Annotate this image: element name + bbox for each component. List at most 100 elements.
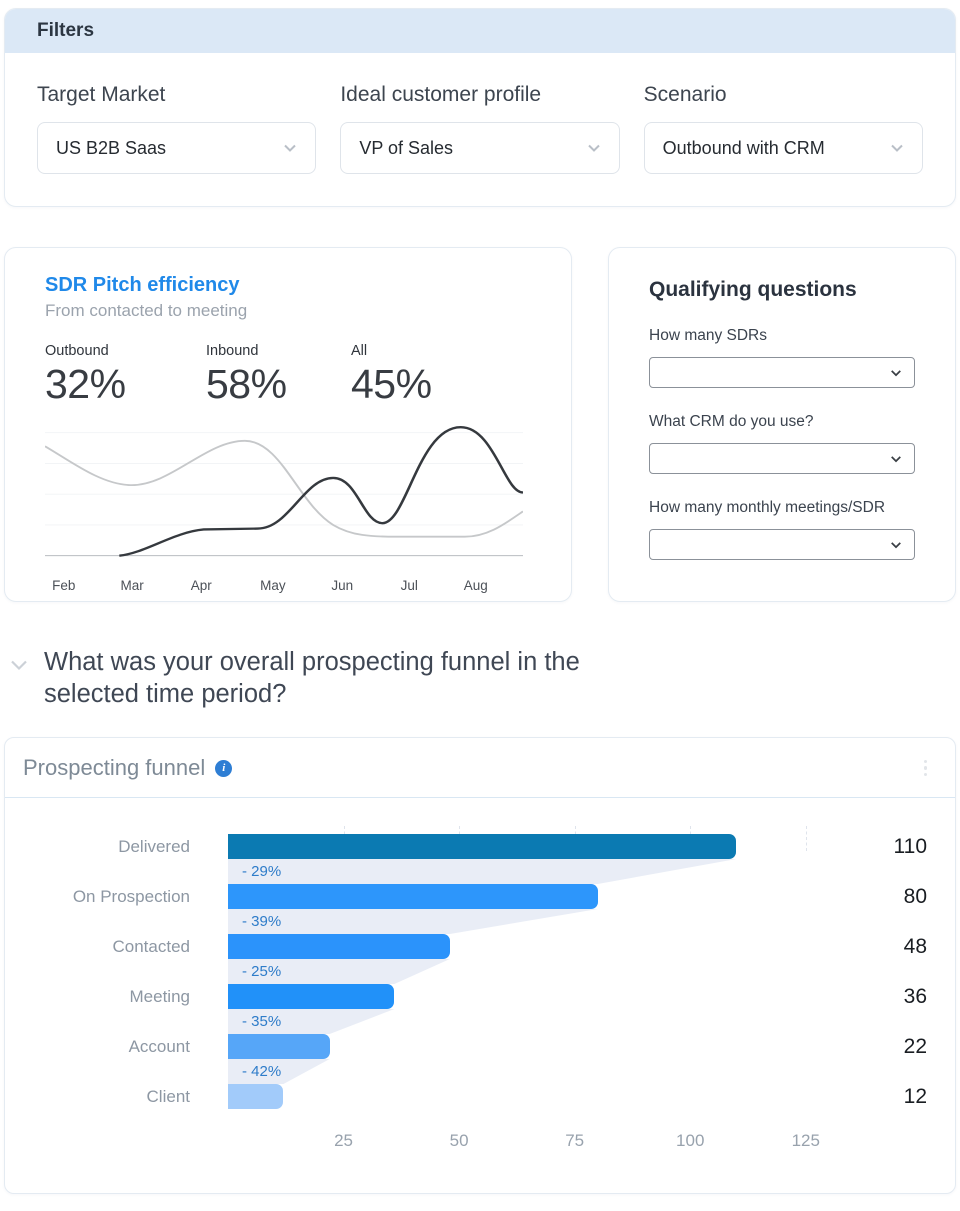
series-dark-line — [119, 426, 523, 557]
filters-panel: Filters Target Market US B2B Saas Ideal … — [4, 8, 956, 207]
funnel-connector — [228, 909, 598, 934]
funnel-category-label: Contacted — [112, 937, 191, 956]
funnel-value: 12 — [903, 1085, 927, 1108]
stat-all: All 45% — [351, 343, 432, 407]
funnel-value: 110 — [893, 835, 927, 858]
scenario-select[interactable]: Outbound with CRM — [643, 122, 923, 174]
x-tick-label: 25 — [334, 1131, 354, 1150]
filter-ideal-customer-profile: Ideal customer profile VP of Sales — [340, 83, 620, 174]
pitch-card-title: SDR Pitch efficiency — [45, 274, 240, 296]
funnel-connector — [228, 959, 450, 984]
funnel-drop-percent: - 35% — [242, 1013, 282, 1030]
sdr-count-select[interactable] — [649, 357, 915, 388]
month-tick: Jul — [400, 578, 418, 593]
funnel-drop-percent: - 25% — [242, 963, 282, 980]
qualifying-title: Qualifying questions — [649, 278, 857, 301]
x-tick-label: 75 — [565, 1131, 585, 1150]
funnel-row: Client 12 — [25, 1084, 927, 1109]
chevron-down-icon — [891, 541, 901, 548]
x-tick-label: 50 — [449, 1131, 469, 1150]
funnel-chart: Delivered 110 - 29% On Prospection 80 - … — [25, 826, 927, 1167]
funnel-x-axis: 25 50 75 100 125 — [25, 1109, 927, 1167]
filter-scenario: Scenario Outbound with CRM — [643, 83, 923, 174]
funnel-value: 36 — [903, 985, 927, 1008]
month-tick: Apr — [190, 578, 212, 593]
chevron-down-icon — [891, 455, 901, 462]
icp-select[interactable]: VP of Sales — [340, 122, 620, 174]
x-tick-label: 100 — [676, 1131, 705, 1150]
pitch-line-chart: Feb Mar Apr May Jun Jul Aug — [45, 420, 523, 596]
funnel-connector — [228, 1059, 330, 1084]
funnel-value: 48 — [903, 935, 927, 958]
scenario-label: Scenario — [643, 83, 727, 106]
target-market-label: Target Market — [37, 83, 166, 106]
funnel-row: Meeting 36 — [25, 984, 927, 1009]
funnel-connector-row: - 25% — [25, 959, 927, 984]
funnel-question-text: What was your overall prospecting funnel… — [44, 648, 580, 708]
funnel-body: Delivered 110 - 29% On Prospection 80 - … — [5, 798, 955, 1193]
month-tick: Mar — [120, 578, 144, 593]
x-tick-label: 125 — [791, 1131, 820, 1150]
funnel-bar — [228, 934, 450, 959]
funnel-category-label: Account — [128, 1037, 190, 1056]
sdr-pitch-efficiency-card: SDR Pitch efficiency From contacted to m… — [4, 247, 572, 602]
chevron-down-icon — [891, 369, 901, 376]
target-market-value: US B2B Saas — [56, 137, 167, 158]
pitch-card-subtitle: From contacted to meeting — [45, 301, 248, 320]
funnel-bar — [228, 884, 598, 909]
funnel-connector-row: - 35% — [25, 1009, 927, 1034]
funnel-bar — [228, 834, 737, 859]
month-tick: Feb — [52, 578, 76, 593]
filters-panel-title: Filters — [5, 9, 955, 53]
funnel-row: Account 22 — [25, 1034, 927, 1059]
chevron-down-icon — [891, 144, 903, 152]
funnel-row: Contacted 48 — [25, 934, 927, 959]
target-market-select[interactable]: US B2B Saas — [37, 122, 317, 174]
meetings-label: How many monthly meetings/SDR — [649, 499, 886, 516]
funnel-category-label: On Prospection — [72, 887, 190, 906]
funnel-value: 80 — [903, 885, 927, 908]
funnel-connector — [228, 859, 737, 884]
icp-value: VP of Sales — [359, 137, 454, 158]
chevron-down-icon — [284, 144, 297, 152]
collapse-chevron-icon[interactable] — [8, 654, 30, 676]
funnel-connector-row: - 29% — [25, 859, 927, 884]
icp-label: Ideal customer profile — [340, 83, 542, 106]
sdr-count-label: How many SDRs — [649, 327, 767, 344]
funnel-drop-percent: - 42% — [242, 1063, 282, 1080]
stat-inbound: Inbound 58% — [206, 343, 287, 407]
filters-body: Target Market US B2B Saas Ideal customer… — [5, 53, 955, 206]
funnel-drop-percent: - 39% — [242, 913, 282, 930]
funnel-connector — [228, 1009, 395, 1034]
funnel-connector-row: - 42% — [25, 1059, 927, 1084]
funnel-category-label: Delivered — [118, 837, 190, 856]
info-icon[interactable]: i — [215, 759, 233, 777]
prospecting-funnel-card: Prospecting funnel i Delivered 110 - 29%… — [4, 737, 956, 1194]
funnel-category-label: Meeting — [129, 987, 190, 1006]
funnel-header: Prospecting funnel i — [5, 738, 955, 798]
crm-label: What CRM do you use? — [649, 413, 814, 430]
month-tick: May — [260, 578, 286, 593]
funnel-category-label: Client — [146, 1087, 190, 1106]
month-tick: Aug — [463, 578, 488, 593]
funnel-bar — [228, 1034, 330, 1059]
kebab-menu-icon[interactable] — [920, 756, 932, 781]
funnel-question-row: What was your overall prospecting funnel… — [6, 646, 956, 710]
crm-select[interactable] — [649, 443, 915, 474]
chevron-down-icon — [587, 144, 600, 152]
funnel-bar — [228, 1084, 284, 1109]
month-tick: Jun — [331, 578, 354, 593]
funnel-bar — [228, 984, 395, 1009]
funnel-row: Delivered 110 — [25, 834, 927, 859]
funnel-drop-percent: - 29% — [242, 863, 282, 880]
line-chart-svg — [45, 426, 523, 557]
filter-target-market: Target Market US B2B Saas — [37, 83, 317, 174]
qualifying-questions-card: Qualifying questions How many SDRs What … — [608, 247, 956, 602]
stat-outbound: Outbound 32% — [45, 343, 126, 407]
meetings-select[interactable] — [649, 529, 915, 560]
funnel-connector-row: - 39% — [25, 909, 927, 934]
scenario-value: Outbound with CRM — [662, 137, 825, 158]
funnel-value: 22 — [903, 1035, 927, 1058]
month-axis: Feb Mar Apr May Jun Jul Aug — [45, 576, 523, 596]
series-light-gray-line — [45, 439, 523, 538]
